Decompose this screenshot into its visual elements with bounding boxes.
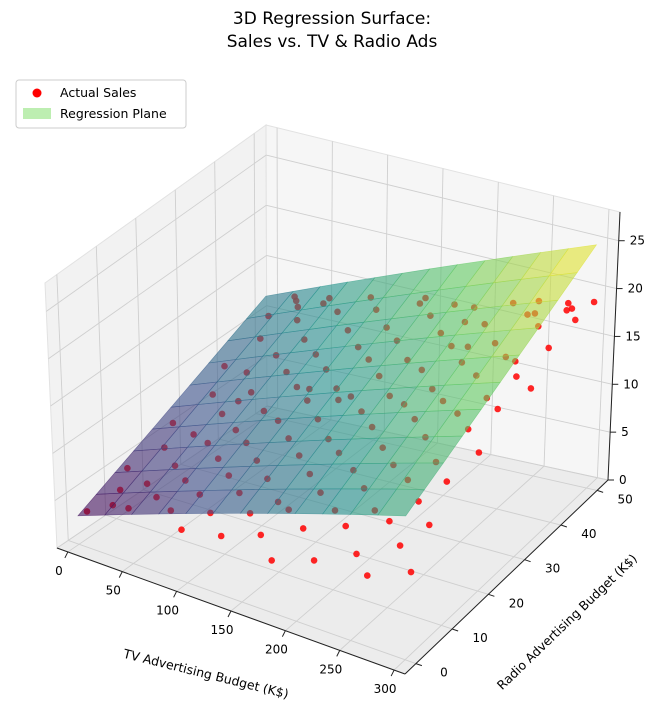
data-point-102	[364, 572, 371, 579]
x-tick-label-150: 150	[211, 623, 234, 637]
data-point-34	[178, 526, 185, 533]
grid-floor-x-200	[285, 454, 492, 632]
data-point-111	[494, 405, 502, 413]
tick-labels: 0 50 100 150 200 250 300 0 10 20 30 40 50 0 5 10 15 20 25	[55, 234, 645, 696]
grid-back-z-25	[266, 154, 619, 242]
grid-back-x-250	[543, 195, 555, 467]
data-point-109	[443, 478, 451, 485]
grid-left-z-20	[48, 204, 267, 360]
z-tick-label-20: 20	[628, 282, 643, 296]
grid-floor-y-0	[68, 539, 417, 665]
grid-left-y-0	[56, 274, 69, 541]
grid-floor-x-300	[393, 477, 598, 671]
y-tick-label-0: 0	[440, 666, 448, 680]
x-tick-mark-100	[173, 591, 178, 598]
x-tick-label-300: 300	[374, 682, 397, 696]
data-point-68	[268, 557, 276, 564]
data-point-116	[527, 385, 535, 392]
data-point-60	[257, 531, 265, 539]
grid-left-z-25	[46, 154, 267, 312]
data-point-108	[513, 373, 520, 380]
legend: Actual Sales Regression Plane	[15, 79, 187, 129]
plane-facet-11-9	[548, 244, 598, 277]
y-tick-mark-50	[596, 489, 604, 493]
y-tick-label-40: 40	[581, 527, 596, 541]
y-tick-label-50: 50	[617, 492, 632, 506]
z-tick-label-15: 15	[625, 329, 640, 343]
data-point-113	[545, 344, 552, 352]
y-tick-label-10: 10	[472, 631, 487, 645]
data-point-134	[568, 305, 576, 312]
grid-left-z-15	[50, 255, 267, 407]
data-point-99	[386, 517, 393, 525]
z-tick-label-25: 25	[630, 234, 645, 248]
data-point-107	[396, 542, 404, 549]
data-point-73	[299, 525, 307, 532]
grid-floor-x-250	[339, 465, 545, 651]
data-point-86	[342, 522, 350, 530]
x-tick-label-0: 0	[55, 564, 63, 578]
data-point-131	[572, 316, 579, 324]
z-tick-label-5: 5	[621, 425, 629, 439]
y-tick-mark-10	[451, 628, 459, 632]
grid-left-z-10	[52, 305, 267, 454]
chart-title-line-1: 3D Regression Surface:	[233, 9, 431, 29]
y-tick-mark-30	[524, 559, 531, 563]
grid-left-y-10	[95, 246, 107, 516]
data-point-112	[426, 521, 433, 529]
legend-patch-regression-plane	[23, 108, 51, 119]
data-point-117	[590, 298, 598, 306]
x-tick-mark-150	[227, 610, 232, 618]
z-axis-line	[607, 211, 621, 481]
z-tick-label-0: 0	[619, 473, 627, 487]
y-axis-line	[404, 479, 609, 675]
y-tick-mark-0	[415, 663, 423, 667]
x-tick-label-200: 200	[265, 643, 288, 657]
x-tick-label-50: 50	[106, 584, 121, 598]
x-tick-label-100: 100	[156, 603, 179, 617]
data-point-110	[563, 307, 570, 314]
y-axis-label: Radio Advertising Budget (K$)	[494, 551, 640, 693]
data-point-114	[475, 449, 483, 456]
grid-floor-y-10	[105, 514, 453, 630]
data-point-115	[407, 568, 415, 576]
x-tick-mark-0	[64, 551, 69, 559]
y-tick-mark-40	[560, 524, 568, 528]
legend-label-actual-sales: Actual Sales	[60, 85, 136, 100]
grid-back-x-300	[596, 209, 610, 478]
x-tick-mark-50	[118, 571, 123, 578]
data-point-94	[353, 550, 360, 558]
data-point-133	[565, 299, 572, 307]
data-point-81	[310, 557, 318, 564]
y-tick-label-30: 30	[545, 562, 560, 576]
y-tick-label-20: 20	[509, 596, 524, 610]
y-tick-mark-20	[488, 593, 495, 597]
x-tick-mark-250	[336, 650, 341, 657]
x-tick-label-250: 250	[319, 662, 342, 676]
z-tick-label-10: 10	[623, 377, 638, 391]
regression-plane	[77, 244, 598, 517]
x-tick-mark-200	[281, 630, 286, 637]
legend-marker-actual-sales	[32, 88, 42, 98]
chart-title-line-2: Sales vs. TV & Radio Ads	[227, 32, 438, 52]
x-tick-mark-300	[390, 669, 395, 677]
legend-frame	[15, 79, 187, 129]
legend-label-regression-plane: Regression Plane	[60, 106, 167, 121]
data-point-47	[217, 532, 225, 540]
